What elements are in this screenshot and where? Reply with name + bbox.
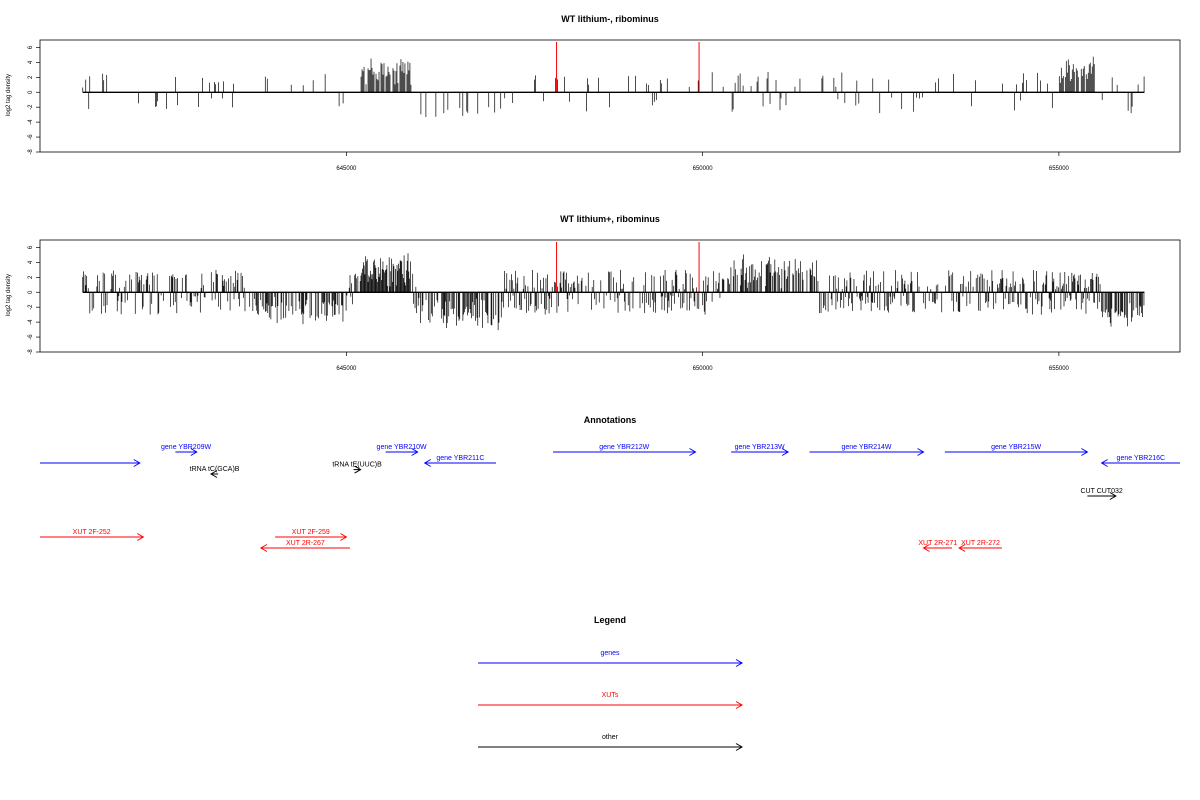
annotation-arrow-xut: XUT 2F-252 — [40, 529, 145, 541]
y-tick-label: 4 — [28, 260, 34, 264]
annotation-label: gene YBR216C — [1117, 455, 1166, 462]
y-tick-label: -6 — [28, 334, 34, 340]
y-tick-label: 0 — [28, 90, 34, 94]
annotation-label: gene YBR211C — [436, 455, 484, 462]
annotation-label: tRNA tC(GCA)B — [190, 466, 240, 473]
annotation-features: gene YBR209W tRNA tC(GCA)B gene YBR210W tRN… — [40, 444, 1180, 552]
annotation-label: CUT CUT032 — [1080, 488, 1122, 495]
annotation-label: XUT 2R-271 — [918, 540, 957, 547]
y-axis-label: log2 tag density — [6, 74, 12, 116]
legend-title: Legend — [594, 615, 626, 625]
x-tick-label: 645000 — [336, 366, 357, 372]
annotation-arrow-gene — [40, 459, 141, 467]
annotation-label: gene YBR210W — [377, 444, 427, 451]
annotation-label: XUT 2R-267 — [286, 540, 325, 547]
track-panel-lithium-plus: WT lithium+, ribominus log2 tag density … — [6, 214, 1181, 372]
legend-entry-label: other — [602, 734, 619, 741]
annotation-label: gene YBR214W — [841, 444, 891, 451]
y-tick-label: 6 — [28, 45, 34, 49]
axes: 6 4 2 0 -2 -4 -6 -8 645000 650000 655000 — [28, 45, 1145, 172]
y-tick-label: 4 — [28, 60, 34, 64]
y-tick-label: 2 — [28, 75, 34, 79]
x-tick-label: 650000 — [693, 166, 714, 172]
annotation-arrow-other: tRNA tE(UUC)B — [332, 462, 382, 474]
legend-entries: genes XUTs other — [478, 650, 743, 751]
panel-title: WT lithium-, ribominus — [561, 14, 659, 24]
annotation-label: XUT 2F-259 — [292, 529, 330, 536]
annotation-arrow-gene: gene YBR213W — [731, 444, 790, 456]
y-tick-label: -8 — [28, 149, 34, 155]
annotation-label: gene YBR213W — [735, 444, 785, 451]
density-bars — [82, 242, 1145, 331]
annotation-arrow-gene: gene YBR214W — [809, 444, 925, 456]
plot-frame — [39, 39, 1181, 153]
y-axis-label: log2 tag density — [6, 274, 12, 316]
annotation-arrow-xut: XUT 2R-272 — [958, 540, 1002, 552]
y-tick-label: 2 — [28, 275, 34, 279]
y-tick-label: 0 — [28, 290, 34, 294]
panel-title: WT lithium+, ribominus — [560, 214, 660, 224]
annotation-arrow-other: CUT CUT032 — [1080, 488, 1123, 500]
density-bars — [82, 42, 1145, 117]
annotation-label: gene YBR212W — [599, 444, 649, 451]
y-tick-label: -4 — [28, 319, 34, 325]
x-tick-label: 655000 — [1049, 166, 1070, 172]
annotation-label: XUT 2R-272 — [961, 540, 1000, 547]
annotations-title: Annotations — [584, 415, 637, 425]
legend-entry-label: XUTs — [602, 692, 619, 699]
annotation-arrow-gene: gene YBR212W — [553, 444, 697, 456]
legend-entry-arrow — [478, 701, 743, 709]
y-tick-label: -8 — [28, 349, 34, 355]
annotation-label: gene YBR215W — [991, 444, 1041, 451]
y-tick-label: -2 — [28, 104, 34, 110]
axes: 6 4 2 0 -2 -4 -6 -8 645000 650000 655000 — [28, 245, 1145, 372]
annotation-label: XUT 2F-252 — [73, 529, 111, 536]
track-panel-lithium-minus: WT lithium-, ribominus log2 tag density … — [6, 14, 1181, 172]
annotation-arrow-xut: XUT 2R-271 — [918, 540, 957, 552]
x-tick-label: 655000 — [1049, 366, 1070, 372]
y-tick-label: 6 — [28, 245, 34, 249]
x-tick-label: 645000 — [336, 166, 357, 172]
legend: Legend genes XUTs other — [478, 615, 743, 751]
annotation-arrow-xut: XUT 2F-259 — [275, 529, 348, 541]
annotation-arrow-gene: gene YBR216C — [1100, 455, 1180, 467]
annotation-arrow-gene: gene YBR210W — [377, 444, 427, 456]
y-tick-label: -2 — [28, 304, 34, 310]
x-tick-label: 650000 — [693, 366, 714, 372]
annotation-arrow-gene: gene YBR215W — [944, 444, 1089, 456]
y-tick-label: -4 — [28, 119, 34, 125]
legend-entry-label: genes — [600, 650, 620, 657]
legend-entry-arrow — [478, 743, 743, 751]
annotation-arrow-other: tRNA tC(GCA)B — [190, 466, 240, 478]
annotation-label: gene YBR209W — [161, 444, 211, 451]
legend-entry-arrow — [478, 659, 743, 667]
plot-frame — [39, 239, 1181, 353]
annotation-arrow-gene: gene YBR211C — [423, 455, 496, 467]
annotation-label: tRNA tE(UUC)B — [332, 462, 382, 469]
annotation-arrow-gene: gene YBR209W — [161, 444, 211, 456]
y-tick-label: -6 — [28, 134, 34, 140]
annotation-arrow-xut: XUT 2R-267 — [259, 540, 350, 552]
